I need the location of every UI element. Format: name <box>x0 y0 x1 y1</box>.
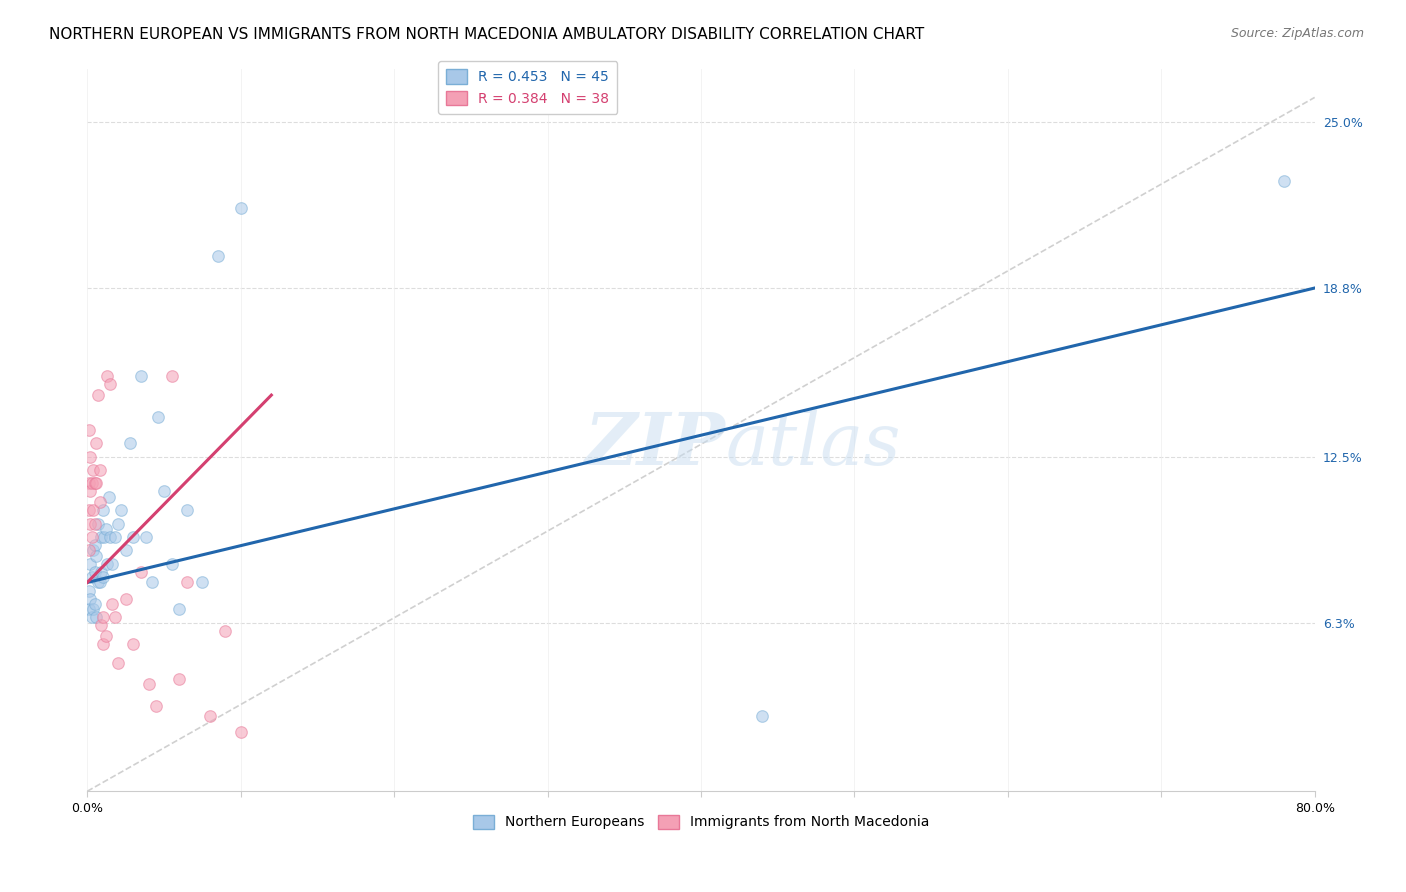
Point <box>79 557 101 571</box>
Point <box>87 516 110 531</box>
Point <box>114 591 136 606</box>
Point <box>89 575 111 590</box>
Point <box>82 463 104 477</box>
Point <box>84 516 107 531</box>
Point <box>129 565 152 579</box>
Point <box>84 476 107 491</box>
Point <box>80 476 103 491</box>
Point <box>86 549 108 563</box>
Point <box>84 565 107 579</box>
Point <box>86 610 108 624</box>
Point <box>91 570 114 584</box>
Point <box>129 369 152 384</box>
Point <box>94 629 117 643</box>
Point <box>146 409 169 424</box>
Point <box>79 484 101 499</box>
Point <box>94 522 117 536</box>
Point <box>98 377 121 392</box>
Point <box>122 637 145 651</box>
Point <box>135 530 157 544</box>
Point <box>93 530 115 544</box>
Point <box>229 201 252 215</box>
Point <box>104 610 127 624</box>
Point <box>89 495 111 509</box>
Point <box>91 610 114 624</box>
Legend: Northern Europeans, Immigrants from North Macedonia: Northern Europeans, Immigrants from Nort… <box>467 809 935 835</box>
Point <box>80 570 103 584</box>
Point <box>176 575 198 590</box>
Point <box>198 709 221 723</box>
Point <box>96 369 118 384</box>
Point <box>87 575 110 590</box>
Point <box>77 543 100 558</box>
Point <box>80 610 103 624</box>
Point <box>145 698 167 713</box>
Point <box>214 624 236 638</box>
Point <box>96 557 118 571</box>
Point <box>207 249 229 263</box>
Point <box>153 484 176 499</box>
Point <box>169 672 191 686</box>
Point <box>122 530 145 544</box>
Point <box>77 476 100 491</box>
Point <box>79 450 101 464</box>
Point <box>87 388 110 402</box>
Point <box>79 516 101 531</box>
Point <box>176 503 198 517</box>
Point <box>191 575 214 590</box>
Point <box>160 369 183 384</box>
Point <box>77 423 100 437</box>
Text: ZIP: ZIP <box>585 409 725 480</box>
Point <box>84 538 107 552</box>
Point <box>101 597 124 611</box>
Point <box>77 503 100 517</box>
Point <box>77 602 100 616</box>
Point <box>79 591 101 606</box>
Point <box>91 503 114 517</box>
Point <box>86 436 108 450</box>
Point <box>82 543 104 558</box>
Point <box>114 543 136 558</box>
Point <box>101 557 124 571</box>
Point <box>107 516 129 531</box>
Point <box>141 575 163 590</box>
Point <box>138 677 160 691</box>
Point <box>107 656 129 670</box>
Point <box>84 597 107 611</box>
Point <box>90 618 112 632</box>
Text: NORTHERN EUROPEAN VS IMMIGRANTS FROM NORTH MACEDONIA AMBULATORY DISABILITY CORRE: NORTHERN EUROPEAN VS IMMIGRANTS FROM NOR… <box>49 27 925 42</box>
Point <box>90 530 112 544</box>
Point <box>160 557 183 571</box>
Point <box>82 602 104 616</box>
Point <box>120 436 142 450</box>
Point <box>90 565 112 579</box>
Point <box>97 490 120 504</box>
Point <box>1272 174 1295 188</box>
Point <box>104 530 127 544</box>
Point <box>80 530 103 544</box>
Point <box>98 530 121 544</box>
Point <box>110 503 132 517</box>
Point <box>89 463 111 477</box>
Text: atlas: atlas <box>725 409 901 480</box>
Point <box>77 583 100 598</box>
Point <box>229 725 252 739</box>
Text: Source: ZipAtlas.com: Source: ZipAtlas.com <box>1230 27 1364 40</box>
Point <box>82 503 104 517</box>
Point <box>86 476 108 491</box>
Point <box>169 602 191 616</box>
Point <box>91 637 114 651</box>
Point <box>751 709 773 723</box>
